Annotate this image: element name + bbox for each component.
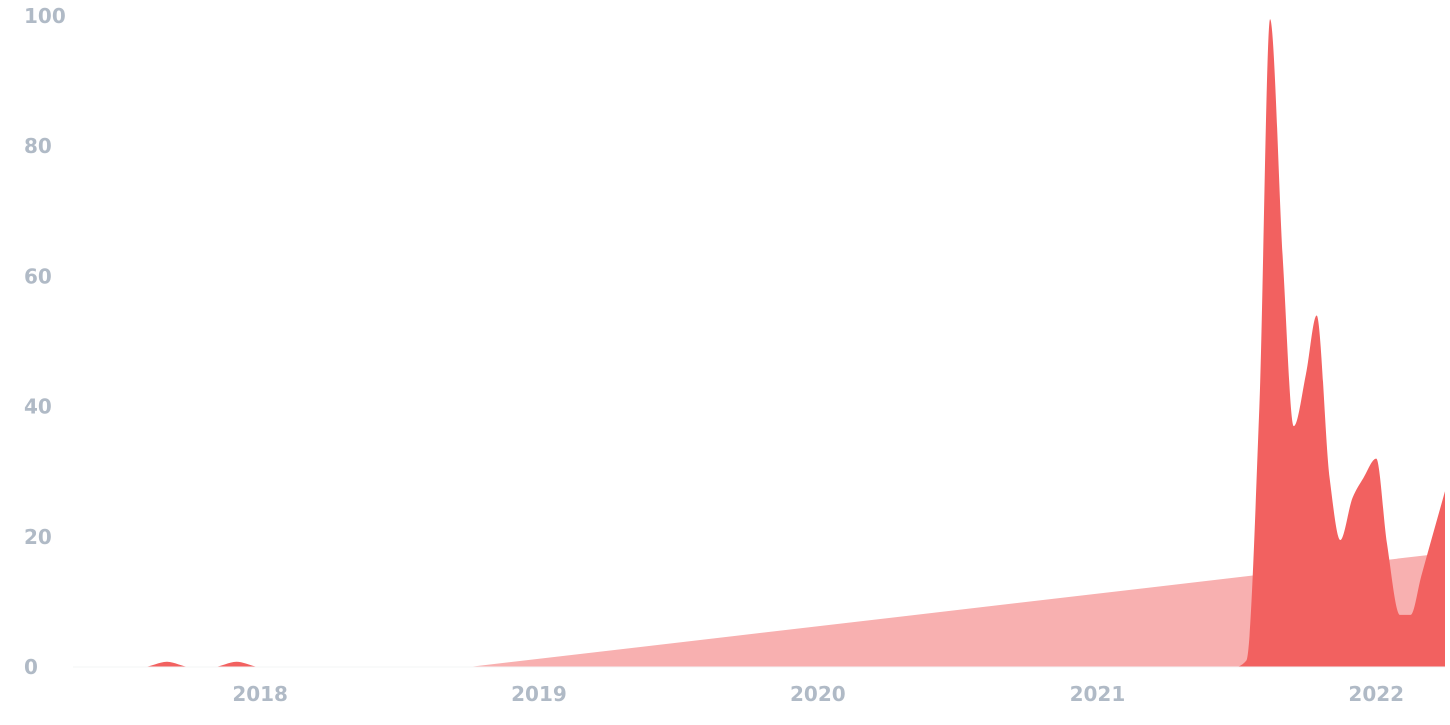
x-tick-label: 2020 [790,682,846,706]
x-tick-label: 2019 [511,682,567,706]
y-tick-label: 40 [24,395,52,419]
y-tick-label: 0 [24,655,38,679]
y-tick-label: 60 [24,264,52,288]
series-layer [73,19,1445,667]
x-tick-label: 2018 [232,682,288,706]
y-tick-label: 20 [24,525,52,549]
y-tick-label: 80 [24,134,52,158]
series-area-1 [73,19,1445,667]
x-axis: 2018 2019 2020 2021 2022 [232,682,1404,706]
x-tick-label: 2022 [1348,682,1404,706]
series-area-0 [73,553,1445,667]
y-tick-label: 100 [24,4,66,28]
y-axis: 0 20 40 60 80 100 [24,4,66,679]
x-tick-label: 2021 [1070,682,1126,706]
